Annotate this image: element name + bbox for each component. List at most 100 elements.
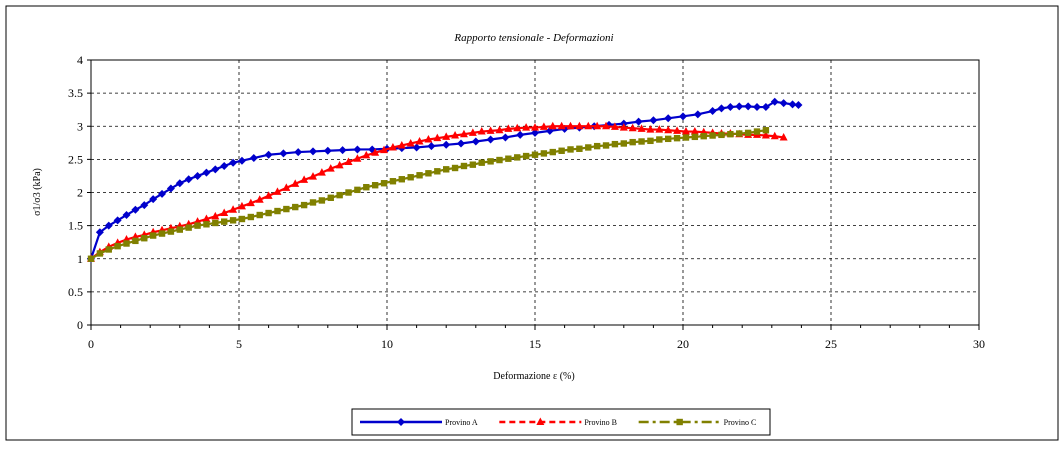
data-point-provino-a xyxy=(338,146,347,155)
data-point-provino-b xyxy=(424,135,433,143)
data-point-provino-b xyxy=(646,125,655,133)
series-provino-a xyxy=(87,97,803,263)
data-point-provino-b xyxy=(495,125,504,134)
data-point-provino-a xyxy=(149,195,158,204)
data-point-provino-c xyxy=(114,242,121,250)
data-point-provino-b xyxy=(459,129,468,138)
x-axis-title: Deformazione ε (%) xyxy=(493,371,574,382)
data-point-provino-a xyxy=(113,216,122,225)
data-point-provino-c xyxy=(576,145,583,152)
data-point-provino-a xyxy=(249,154,258,163)
data-point-provino-b xyxy=(619,123,628,131)
data-point-provino-c xyxy=(647,137,654,145)
data-point-provino-b xyxy=(584,121,593,130)
data-point-provino-b xyxy=(513,123,522,132)
legend-marker-provino-a xyxy=(397,418,405,426)
data-point-provino-b xyxy=(300,175,309,183)
data-point-provino-c xyxy=(593,142,601,150)
plot-area: 0 0.5 1 1.5 2 2.5 3 3.5 4 0 5 10 15 20 25 30 xyxy=(68,53,985,351)
chart-title: Rapporto tensionale - Deformazioni xyxy=(453,32,613,44)
data-point-provino-a xyxy=(735,102,744,111)
data-point-provino-c xyxy=(221,218,228,225)
data-point-provino-b xyxy=(353,154,362,162)
data-point-provino-b xyxy=(539,122,548,130)
data-point-provino-c xyxy=(425,170,432,177)
data-point-provino-b xyxy=(229,205,238,213)
data-point-provino-c xyxy=(265,209,272,217)
data-point-provino-a xyxy=(95,228,104,237)
data-point-provino-a xyxy=(779,99,788,108)
y-tick-label: 3 xyxy=(77,119,83,133)
data-point-provino-a xyxy=(679,112,687,121)
data-point-provino-c xyxy=(434,168,441,175)
data-point-provino-c xyxy=(629,138,636,146)
data-point-provino-b xyxy=(522,123,531,131)
x-tick-label: 30 xyxy=(973,337,985,351)
data-point-provino-c xyxy=(522,152,530,160)
data-point-provino-a xyxy=(220,162,229,170)
data-point-provino-c xyxy=(158,230,166,237)
data-point-provino-c xyxy=(167,228,175,235)
data-point-provino-b xyxy=(690,127,699,135)
data-point-provino-a xyxy=(634,117,643,126)
data-point-provino-b xyxy=(593,121,602,130)
data-point-provino-b xyxy=(761,131,770,139)
data-point-provino-b xyxy=(477,127,486,135)
data-point-provino-c xyxy=(176,226,183,233)
data-point-provino-c xyxy=(567,146,574,153)
data-point-provino-b xyxy=(770,131,779,140)
legend-label-provino-b: Provino B xyxy=(584,418,617,427)
data-point-provino-b xyxy=(220,208,229,217)
data-point-provino-b xyxy=(291,179,300,187)
data-point-provino-b xyxy=(326,164,335,172)
data-point-provino-c xyxy=(87,255,95,262)
data-point-provino-b xyxy=(575,121,584,130)
data-point-provino-a xyxy=(794,101,803,110)
data-point-provino-a xyxy=(412,143,421,152)
data-point-provino-a xyxy=(649,116,658,125)
data-point-provino-b xyxy=(673,126,682,134)
data-point-provino-c xyxy=(96,250,104,257)
data-point-provino-a xyxy=(717,104,726,113)
y-tick-label: 2.5 xyxy=(68,152,83,166)
data-point-provino-c xyxy=(141,235,148,242)
data-point-provino-c xyxy=(558,147,565,154)
data-point-provino-c xyxy=(283,205,290,213)
legend-marker-provino-c xyxy=(676,418,683,426)
data-point-provino-c xyxy=(496,156,503,164)
data-point-provino-a xyxy=(693,110,702,119)
data-point-provino-b xyxy=(548,121,557,130)
data-point-provino-c xyxy=(194,222,201,229)
data-point-provino-c xyxy=(531,151,539,158)
data-point-provino-c xyxy=(203,221,210,228)
x-tick-label: 5 xyxy=(236,337,242,351)
data-point-provino-a xyxy=(486,135,495,144)
data-point-provino-a xyxy=(211,165,220,174)
y-tick-label: 1.5 xyxy=(68,219,83,233)
data-point-provino-c xyxy=(274,207,281,215)
y-tick-label: 2 xyxy=(77,186,83,200)
data-point-provino-c xyxy=(718,131,725,139)
data-point-provino-c xyxy=(327,194,334,201)
data-point-provino-c xyxy=(682,134,690,141)
data-point-provino-c xyxy=(300,201,308,209)
data-point-provino-b xyxy=(211,211,220,220)
data-point-provino-a xyxy=(294,148,303,157)
data-point-provino-c xyxy=(487,158,494,165)
data-point-provino-c xyxy=(363,184,370,191)
data-point-provino-a xyxy=(131,205,140,214)
data-point-provino-c xyxy=(398,176,405,183)
data-point-provino-c xyxy=(505,155,512,162)
data-point-provino-c xyxy=(478,159,485,166)
data-point-provino-a xyxy=(166,184,175,193)
data-point-provino-c xyxy=(318,197,326,204)
data-point-provino-c xyxy=(380,180,388,187)
data-point-provino-a xyxy=(353,145,362,154)
data-point-provino-b xyxy=(309,172,317,180)
data-point-provino-a xyxy=(158,189,167,198)
data-point-provino-a xyxy=(664,114,673,123)
y-axis-title: σ1/σ3 (kPa) xyxy=(32,168,43,216)
data-point-provino-c xyxy=(123,240,130,247)
data-point-provino-a xyxy=(516,130,525,139)
data-point-provino-c xyxy=(665,135,672,143)
